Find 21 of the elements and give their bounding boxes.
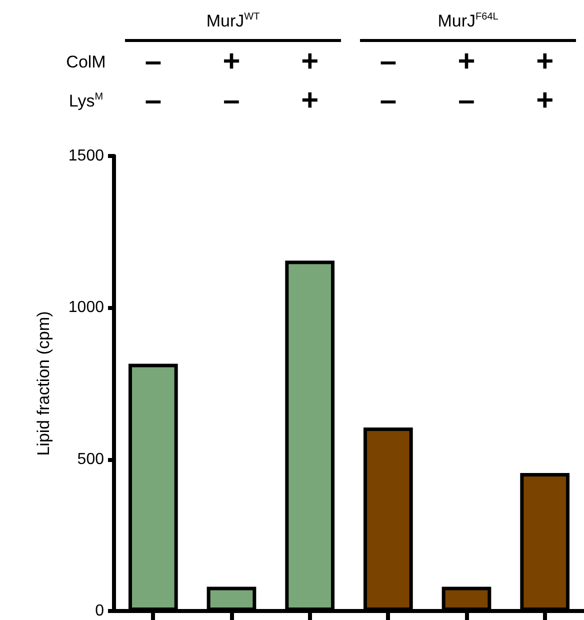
y-tick-label: 1000 [68, 299, 104, 316]
y-axis-title: Lipid fraction (cpm) [34, 311, 53, 456]
text: – [144, 84, 162, 117]
text: + [301, 84, 319, 117]
y-tick-label: 500 [77, 450, 104, 468]
text: + [222, 45, 240, 78]
text: – [223, 84, 240, 117]
text: + [536, 84, 554, 117]
text: Lys$^{M}$ [68, 92, 104, 110]
text: – [380, 84, 396, 117]
text: MurJ$^{WT}$ [206, 12, 260, 30]
text: ColM [66, 52, 106, 72]
text: + [301, 45, 319, 78]
text: + [536, 45, 554, 78]
y-tick-label: 0 [95, 602, 104, 620]
text: – [380, 45, 396, 78]
text: – [144, 45, 162, 78]
text: – [458, 84, 475, 117]
text: MurJ$^{F64L}$ [438, 12, 498, 30]
y-tick-label: 1500 [68, 148, 104, 164]
text: + [458, 45, 476, 78]
